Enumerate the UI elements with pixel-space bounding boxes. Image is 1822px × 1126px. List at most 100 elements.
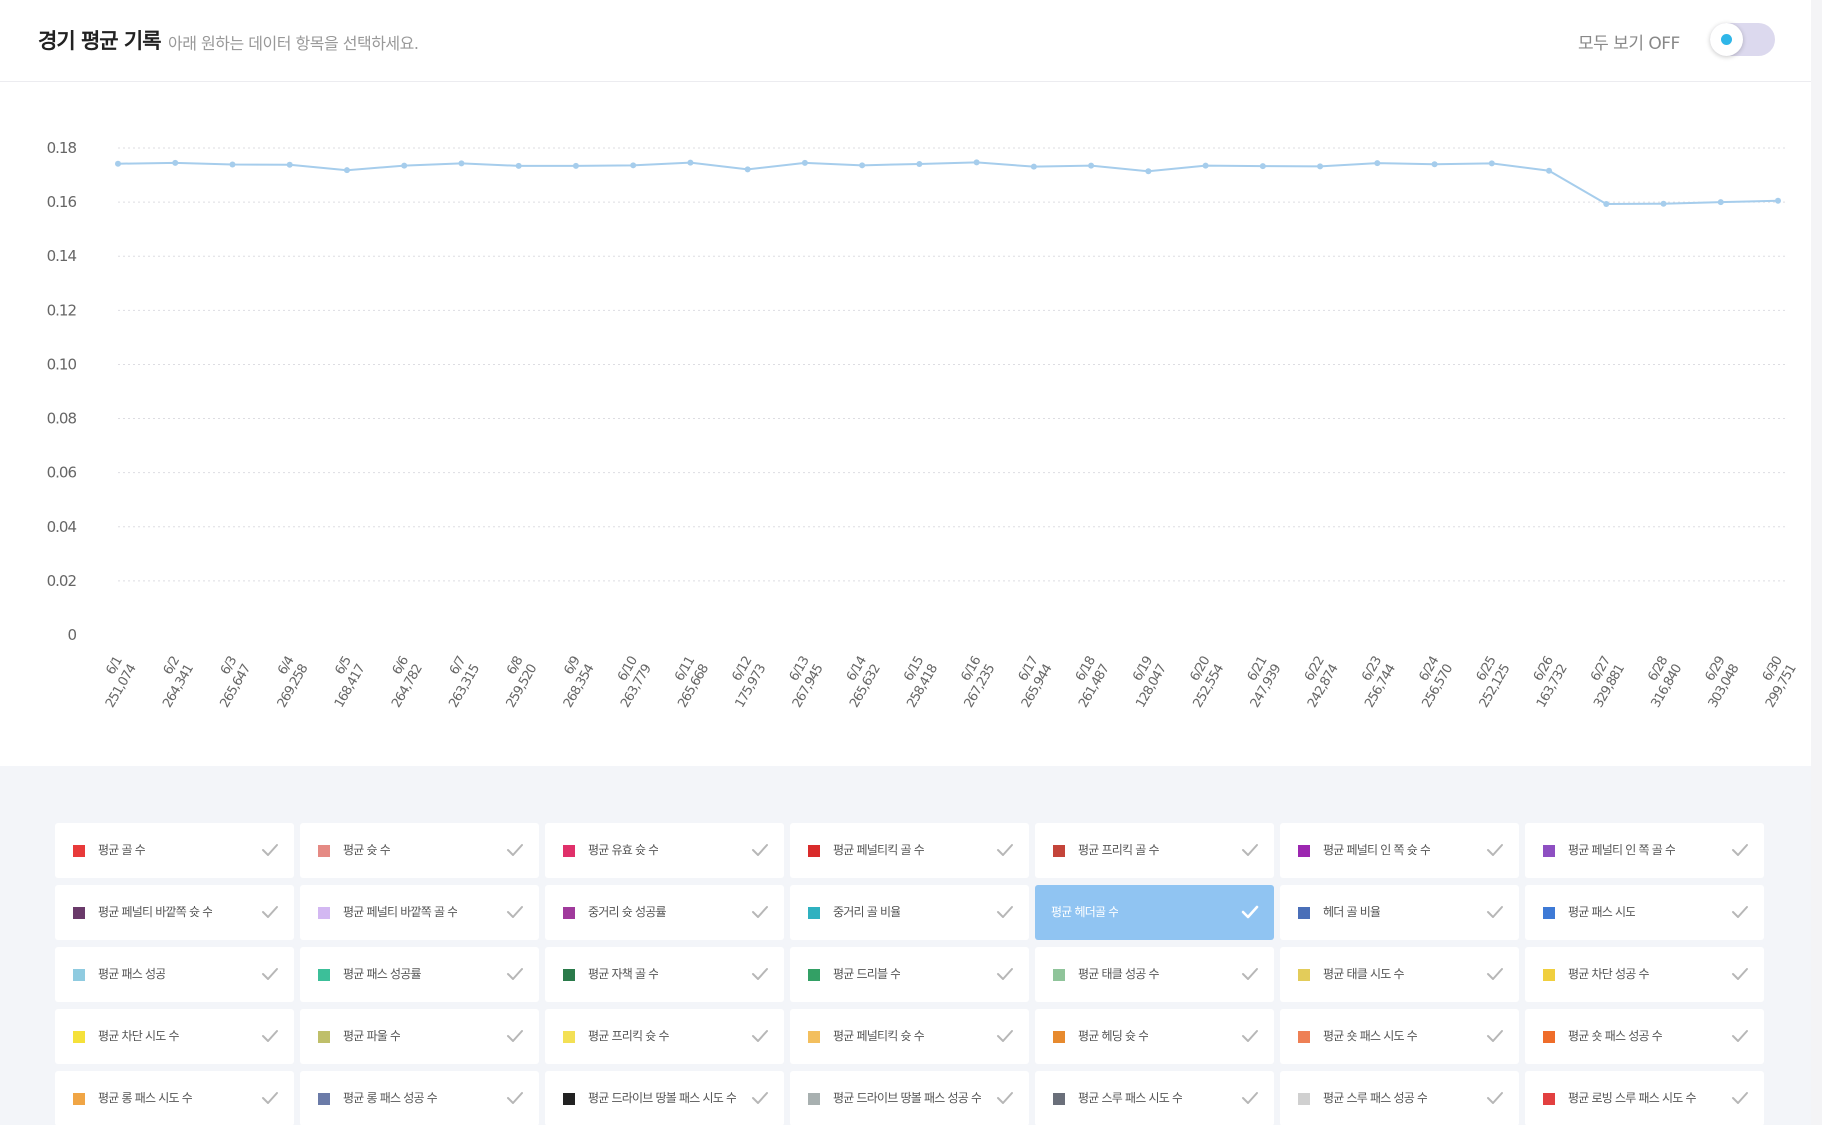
legend-item[interactable]: 평균 로빙 스루 패스 시도 수: [1525, 1071, 1764, 1126]
legend-item[interactable]: 평균 차단 시도 수: [55, 1009, 294, 1064]
data-point: [1259, 163, 1266, 170]
legend-label: 평균 패스 시도: [1568, 905, 1636, 919]
legend-swatch: [73, 845, 85, 857]
y-tick-label: 0.14: [47, 247, 77, 265]
check-icon: [260, 903, 280, 921]
legend-label: 평균 차단 성공 수: [1568, 967, 1649, 981]
legend-item[interactable]: 평균 슛 수: [300, 823, 539, 878]
legend-item[interactable]: 평균 드리블 수: [790, 947, 1029, 1002]
legend-item[interactable]: 평균 숏 패스 시도 수: [1280, 1009, 1519, 1064]
legend-label: 평균 프리킥 골 수: [1078, 843, 1159, 857]
legend-item[interactable]: 평균 패스 시도: [1525, 885, 1764, 940]
legend-item[interactable]: 중거리 슛 성공률: [545, 885, 784, 940]
page-scrollbar[interactable]: [1811, 0, 1822, 1125]
legend-swatch: [1298, 845, 1310, 857]
legend-item[interactable]: 평균 숏 패스 성공 수: [1525, 1009, 1764, 1064]
y-tick-label: 0.12: [47, 301, 77, 319]
check-icon: [1240, 841, 1260, 859]
legend-label: 평균 헤딩 슛 수: [1078, 1029, 1149, 1043]
legend-item[interactable]: 평균 페널티킥 골 수: [790, 823, 1029, 878]
y-tick-label: 0.02: [47, 572, 77, 590]
data-point: [687, 159, 694, 166]
legend-item[interactable]: 평균 유효 슛 수: [545, 823, 784, 878]
legend-swatch: [808, 969, 820, 981]
legend-item[interactable]: 평균 패스 성공: [55, 947, 294, 1002]
legend-item[interactable]: 평균 페널티 인 쪽 슛 수: [1280, 823, 1519, 878]
legend-swatch: [318, 1093, 330, 1105]
legend-label: 헤더 골 비율: [1323, 905, 1381, 919]
legend-item[interactable]: 평균 페널티킥 슛 수: [790, 1009, 1029, 1064]
legend-swatch: [318, 845, 330, 857]
legend-label: 평균 숏 패스 성공 수: [1568, 1029, 1662, 1043]
legend-label: 평균 태클 성공 수: [1078, 967, 1159, 981]
legend-item[interactable]: 평균 롱 패스 시도 수: [55, 1071, 294, 1126]
legend-panel: 평균 골 수 평균 슛 수 평균 유효 슛 수 평균 페널티킥 골 수 평균 프리킥 골…: [0, 766, 1811, 1126]
legend-label: 평균 프리킥 슛 수: [588, 1029, 669, 1043]
check-icon: [505, 1089, 525, 1107]
show-all-toggle[interactable]: [1710, 23, 1775, 56]
toggle-knob[interactable]: [1710, 23, 1743, 56]
legend-item[interactable]: 평균 패스 성공률: [300, 947, 539, 1002]
check-icon: [1240, 1089, 1260, 1107]
legend-item[interactable]: 평균 태클 시도 수: [1280, 947, 1519, 1002]
legend-item[interactable]: 평균 롱 패스 성공 수: [300, 1071, 539, 1126]
legend-label: 평균 파울 수: [343, 1029, 401, 1043]
page-subtitle: 아래 원하는 데이터 항목을 선택하세요.: [168, 34, 419, 53]
data-point: [229, 161, 236, 168]
legend-item[interactable]: 평균 페널티 인 쪽 골 수: [1525, 823, 1764, 878]
legend-item[interactable]: 평균 차단 성공 수: [1525, 947, 1764, 1002]
legend-swatch: [1543, 969, 1555, 981]
legend-label: 평균 드라이브 땅볼 패스 성공 수: [833, 1091, 982, 1105]
check-icon: [995, 965, 1015, 983]
legend-item[interactable]: 평균 프리킥 골 수: [1035, 823, 1274, 878]
legend-item[interactable]: 평균 태클 성공 수: [1035, 947, 1274, 1002]
check-icon: [1730, 841, 1750, 859]
legend-label: 평균 유효 슛 수: [588, 843, 659, 857]
data-point: [1374, 160, 1381, 167]
legend-item[interactable]: 평균 페널티 바깥쪽 골 수: [300, 885, 539, 940]
data-point: [458, 160, 465, 167]
legend-label: 평균 헤더골 수: [1051, 905, 1119, 919]
legend-item[interactable]: 중거리 골 비율: [790, 885, 1029, 940]
y-tick-label: 0.08: [47, 410, 77, 428]
legend-swatch: [318, 907, 330, 919]
legend-item[interactable]: 헤더 골 비율: [1280, 885, 1519, 940]
legend-item[interactable]: 평균 자책 골 수: [545, 947, 784, 1002]
legend-swatch: [73, 1031, 85, 1043]
data-point: [1717, 199, 1724, 206]
legend-label: 평균 스루 패스 시도 수: [1078, 1091, 1183, 1105]
legend-item[interactable]: 평균 스루 패스 시도 수: [1035, 1071, 1274, 1126]
y-tick-label: 0.04: [47, 518, 77, 536]
legend-grid: 평균 골 수 평균 슛 수 평균 유효 슛 수 평균 페널티킥 골 수 평균 프리킥 골…: [55, 823, 1764, 1126]
legend-item[interactable]: 평균 프리킥 슛 수: [545, 1009, 784, 1064]
legend-item[interactable]: 평균 헤딩 슛 수: [1035, 1009, 1274, 1064]
legend-item[interactable]: 평균 파울 수: [300, 1009, 539, 1064]
legend-swatch: [563, 969, 575, 981]
legend-item[interactable]: 평균 드라이브 땅볼 패스 성공 수: [790, 1071, 1029, 1126]
legend-item[interactable]: 평균 드라이브 땅볼 패스 시도 수: [545, 1071, 784, 1126]
legend-swatch: [73, 907, 85, 919]
legend-swatch: [1053, 1093, 1065, 1105]
data-point: [515, 162, 522, 169]
legend-item[interactable]: 평균 골 수: [55, 823, 294, 878]
legend-item[interactable]: 평균 스루 패스 성공 수: [1280, 1071, 1519, 1126]
legend-item[interactable]: 평균 헤더골 수: [1035, 885, 1274, 940]
line-chart: 0 0.02 0.04 0.06 0.08 0.10 0.12 0.14 0.16 0.18 6/1…: [0, 100, 1810, 760]
legend-item[interactable]: 평균 페널티 바깥쪽 슛 수: [55, 885, 294, 940]
legend-label: 평균 태클 시도 수: [1323, 967, 1404, 981]
